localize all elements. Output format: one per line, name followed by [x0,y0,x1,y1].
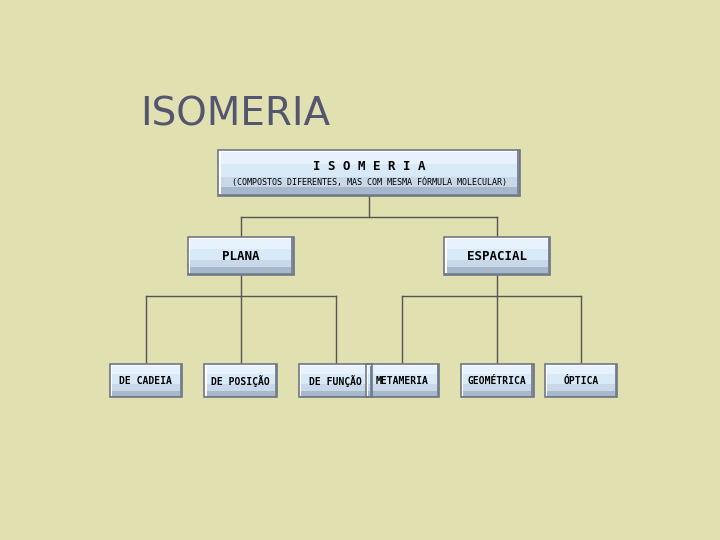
Bar [109,396,182,397]
Bar [204,364,277,397]
Bar [366,364,438,366]
Bar [545,391,617,397]
Bar [518,150,520,196]
Bar [545,364,617,366]
Bar [292,238,294,275]
Bar [545,364,617,374]
Bar [461,364,534,366]
Bar [218,194,520,196]
Bar [615,364,617,397]
Bar [366,364,438,397]
Bar [188,238,294,239]
Bar [109,364,182,366]
Bar [366,364,438,374]
Bar [188,238,294,248]
Bar [366,391,438,397]
Bar [444,248,550,260]
Bar [300,364,372,366]
Bar [548,238,550,275]
Bar [366,374,438,384]
Bar [531,364,534,397]
Bar [300,364,372,374]
Bar [366,364,369,397]
Bar [300,396,372,397]
Bar [109,364,112,397]
Bar [204,396,277,397]
Bar [218,150,220,196]
Text: DE POSIÇÃO: DE POSIÇÃO [211,375,270,387]
Bar [204,374,277,384]
Bar [444,238,550,275]
Bar [444,238,550,275]
Bar [188,248,294,260]
Text: METAMERIA: METAMERIA [376,376,429,386]
Bar [218,164,520,178]
Bar [188,267,294,275]
Bar [188,273,294,275]
Bar [300,364,372,397]
Bar [444,238,550,239]
Bar [545,364,547,397]
Bar [218,150,520,152]
Bar [461,374,534,384]
Bar [461,364,463,397]
Text: DE FUNÇÃO: DE FUNÇÃO [309,375,362,387]
Bar [218,150,520,196]
Bar [545,396,617,397]
Bar [300,374,372,384]
Bar [461,364,534,397]
Bar [218,150,520,196]
Bar [204,364,207,397]
Bar [188,238,294,275]
Bar [444,238,550,248]
Bar [300,391,372,397]
Bar [461,364,534,397]
Bar [204,364,277,374]
Text: I S O M E R I A: I S O M E R I A [312,159,426,173]
Bar [218,150,520,164]
Bar [545,364,617,397]
Bar [444,273,550,275]
Bar [366,396,438,397]
Bar [218,187,520,196]
Text: (COMPOSTOS DIFERENTES, MAS COM MESMA FÓRMULA MOLECULAR): (COMPOSTOS DIFERENTES, MAS COM MESMA FÓR… [232,177,506,187]
Bar [109,391,182,397]
Bar [461,391,534,397]
Bar [461,396,534,397]
Bar [300,364,372,397]
Bar [436,364,438,397]
Bar [109,364,182,374]
Bar [204,364,277,366]
Bar [204,391,277,397]
Bar [109,364,182,397]
Bar [444,238,446,275]
Text: GEOMÉTRICA: GEOMÉTRICA [468,376,527,386]
Bar [461,364,534,374]
Bar [188,238,190,275]
Text: ÓPTICA: ÓPTICA [564,376,598,386]
Bar [300,364,302,397]
Bar [545,374,617,384]
Bar [275,364,277,397]
Bar [188,238,294,275]
Bar [444,267,550,275]
Bar [366,364,438,397]
Bar [369,364,372,397]
Bar [109,374,182,384]
Text: ISOMERIA: ISOMERIA [140,96,330,134]
Bar [109,364,182,397]
Bar [545,364,617,397]
Text: ESPACIAL: ESPACIAL [467,249,527,262]
Text: PLANA: PLANA [222,249,259,262]
Bar [180,364,182,397]
Bar [204,364,277,397]
Text: DE CADEIA: DE CADEIA [120,376,172,386]
